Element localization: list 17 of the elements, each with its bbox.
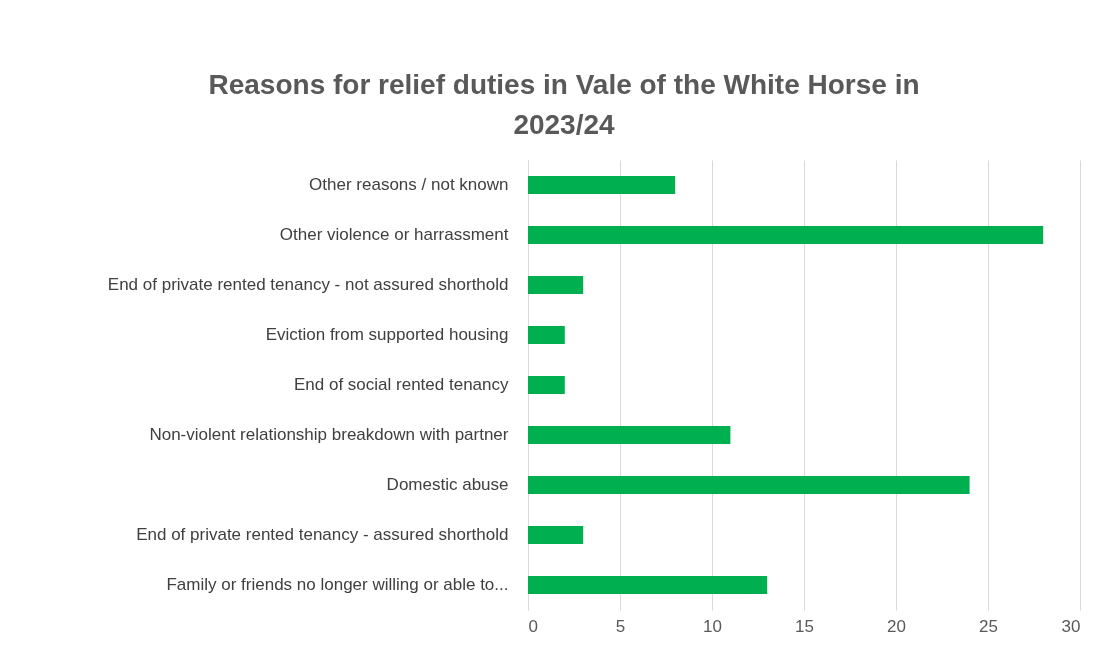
y-tick-label: Family or friends no longer willing or able to... [166, 575, 509, 594]
x-tick-label: 5 [615, 616, 626, 636]
y-tick-label: Other reasons / not known [309, 175, 509, 194]
y-tick-label: Eviction from supported housing [265, 325, 509, 344]
y-tick-label: End of social rented tenancy [293, 375, 509, 394]
y-tick-label: Non-violent relationship breakdown with partner [149, 425, 509, 444]
y-tick-label: Domestic abuse [386, 475, 509, 494]
x-tick-label: 10 [703, 616, 722, 636]
x-tick-label: 0 [528, 616, 538, 636]
chart-title: Reasons for relief duties in Vale of the White Horse in 2023/24 [208, 69, 920, 140]
y-tick-label: End of private rented tenancy - assured shorthold [136, 525, 509, 544]
x-tick-label: 20 [887, 616, 906, 636]
y-tick-label: End of private rented tenancy - not assured shorthold [107, 275, 509, 294]
x-tick-label: 15 [795, 616, 814, 636]
x-tick-label: 25 [979, 616, 998, 636]
x-tick-label: 30 [1061, 616, 1081, 636]
y-tick-label: Other violence or harrassment [279, 225, 509, 244]
